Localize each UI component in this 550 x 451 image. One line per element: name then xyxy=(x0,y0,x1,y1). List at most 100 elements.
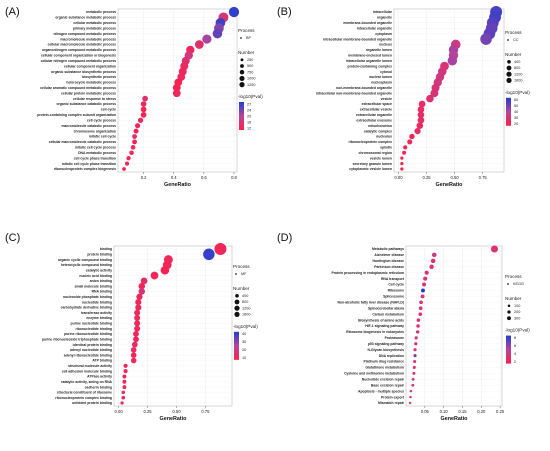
legend-size-label: 1600 xyxy=(514,79,522,83)
category-label: Carbon metabolism xyxy=(372,312,404,316)
category-label: chromosome organization xyxy=(74,129,116,133)
category-label: nucleoplasm xyxy=(371,81,392,85)
data-point xyxy=(134,315,141,322)
legend-title-process: Process xyxy=(505,30,522,35)
category-label: organelle xyxy=(377,16,392,20)
data-point xyxy=(120,401,124,405)
legend-size-dot xyxy=(507,316,511,321)
data-point xyxy=(417,106,425,113)
category-label: membrane-bounded organelle xyxy=(343,21,392,25)
data-point xyxy=(420,294,425,299)
legend-size-label: 300 xyxy=(514,316,520,320)
x-tick-label: 0.00 xyxy=(394,175,403,180)
category-label: cell cycle xyxy=(101,108,116,112)
category-label: spindle xyxy=(380,146,392,150)
legend-process-dot xyxy=(235,273,237,275)
data-point xyxy=(122,379,127,384)
x-tick-label: 0.15 xyxy=(458,409,467,414)
legend-title-pval: -log10(Pval) xyxy=(505,328,530,333)
legend-color-label: 16 xyxy=(247,120,251,124)
category-label: cellular macromolecule catabolic process xyxy=(49,140,116,144)
category-label: ribonucleoprotein complex biogenesis xyxy=(54,167,116,171)
data-point xyxy=(417,111,425,119)
legend-color-label: 40 xyxy=(514,110,518,114)
category-label: Apoptosis - multiple species xyxy=(358,389,404,393)
category-label: carbohydrate derivative binding xyxy=(61,306,112,310)
category-label: cadherin binding xyxy=(85,385,112,389)
x-tick-label: 0.05 xyxy=(421,409,430,414)
legend-color-label: 6 xyxy=(514,344,516,348)
data-point xyxy=(135,299,142,306)
data-point xyxy=(194,40,204,49)
legend-color-label: 30 xyxy=(514,116,518,120)
category-label: cellular macromolecule metabolic process xyxy=(48,43,117,47)
category-label: secretory granule lumen xyxy=(353,162,392,166)
data-point xyxy=(122,385,127,390)
x-tick-label: 0.00 xyxy=(115,409,124,414)
data-point xyxy=(411,377,415,381)
legend-process-dot xyxy=(507,283,509,285)
category-label: unfolded protein binding xyxy=(72,401,112,405)
category-label: ribonucleoprotein complex xyxy=(348,140,392,144)
data-point xyxy=(123,363,128,368)
data-point xyxy=(172,83,181,92)
panel-label: (A) xyxy=(5,6,20,18)
category-label: Biosynthesis of amino acids xyxy=(358,318,404,322)
legend-size-dot xyxy=(507,304,511,308)
x-tick-label: 0.50 xyxy=(172,409,181,414)
legend-size-dot xyxy=(507,59,511,64)
legend-color-label: 24 xyxy=(247,108,251,112)
category-label: nucleotide binding xyxy=(82,300,112,304)
legend-title-process: Process xyxy=(505,274,522,279)
data-point xyxy=(202,34,212,44)
data-point xyxy=(130,347,137,353)
category-label: RNA binding xyxy=(92,290,112,294)
x-tick-label: 0.6 xyxy=(201,175,207,180)
category-label: Cysteine and methionine metabolism xyxy=(344,372,404,376)
data-point xyxy=(414,342,418,346)
category-label: ATPase activity xyxy=(87,375,112,379)
data-point xyxy=(129,150,134,156)
category-label: N-Glycan biosynthesis xyxy=(367,348,404,352)
category-label: ribonucleoprotein complex binding xyxy=(55,396,112,400)
legend-title-number: Number xyxy=(238,50,255,55)
panel-b: (B) 0.00 0.25 0.50 0.75 intracellular organell… xyxy=(277,6,530,188)
category-label: purine nucleotide binding xyxy=(71,322,112,326)
category-label: cell cycle phase transition xyxy=(74,156,116,160)
legend: Process MF Number 400 800 1200 1600 -log10(Pval… xyxy=(233,264,258,360)
x-tick-label: 0.25 xyxy=(496,409,505,414)
data-point xyxy=(140,101,147,107)
panel-label: (D) xyxy=(277,232,292,244)
category-label: mitotic cell cycle phase transition xyxy=(62,162,116,166)
category-label: Parkinson disease xyxy=(374,265,404,269)
category-label: Spliceosome xyxy=(383,295,404,299)
x-tick-label: 0.10 xyxy=(440,409,449,414)
legend-size-label: 250 xyxy=(247,58,253,62)
category-label: binding xyxy=(100,247,112,251)
data-point xyxy=(122,374,127,379)
legend-color-label: 10 xyxy=(242,356,246,360)
data-point xyxy=(423,276,428,281)
legend-size-dot xyxy=(239,69,245,75)
category-label: nucleic acid binding xyxy=(79,274,112,278)
legend-color-label: 30 xyxy=(242,340,246,344)
data-point xyxy=(133,331,139,337)
legend-colorbar xyxy=(506,335,511,364)
legend-size-label: 800 xyxy=(242,300,248,304)
legend-size-dot xyxy=(239,75,245,81)
category-label: primary metabolic process xyxy=(73,26,116,30)
category-label: organic substance catabolic process xyxy=(56,102,116,106)
legend-colorbar xyxy=(234,331,239,360)
data-point xyxy=(409,389,413,393)
category-label: vesicle lumen xyxy=(370,156,392,160)
category-label: DNA replication xyxy=(379,354,404,358)
data-point xyxy=(135,123,141,129)
data-point xyxy=(403,145,408,150)
category-label: metabolic process xyxy=(86,10,116,14)
category-label: membrane-enclosed lumen xyxy=(348,54,392,58)
category-label: biosynthetic process xyxy=(82,75,116,79)
x-tick-label: 0.25 xyxy=(422,175,431,180)
data-point xyxy=(142,95,148,102)
legend-size-label: 750 xyxy=(247,70,253,74)
